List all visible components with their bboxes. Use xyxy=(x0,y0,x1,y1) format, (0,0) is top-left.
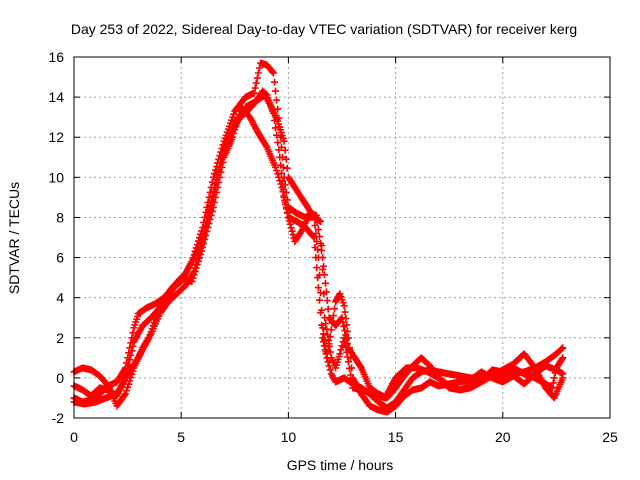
grid-lines xyxy=(74,57,610,418)
y-tick-label: 2 xyxy=(56,330,64,346)
x-tick-label: 0 xyxy=(70,429,78,445)
x-tick-label: 10 xyxy=(281,429,297,445)
y-tick-label: 0 xyxy=(56,370,64,386)
x-tick-label: 5 xyxy=(177,429,185,445)
y-tick-label: 4 xyxy=(56,290,64,306)
x-tick-label: 15 xyxy=(388,429,404,445)
plot-frame xyxy=(73,56,611,419)
y-tick-label: -2 xyxy=(52,410,65,426)
y-tick-label: 16 xyxy=(48,49,64,65)
y-axis-label: SDTVAR / TECUs xyxy=(6,182,22,294)
y-tick-label: 14 xyxy=(48,89,64,105)
y-tick-label: 12 xyxy=(48,129,64,145)
y-axis-ticks: -2 0 2 4 6 8 10 12 14 16 xyxy=(48,49,610,426)
x-tick-label: 20 xyxy=(495,429,511,445)
x-tick-label: 25 xyxy=(602,429,618,445)
x-axis-label: GPS time / hours xyxy=(287,457,394,473)
x-axis-ticks: 0 5 10 15 20 25 xyxy=(70,57,618,445)
chart-title: Day 253 of 2022, Sidereal Day-to-day VTE… xyxy=(71,21,577,37)
y-tick-label: 8 xyxy=(56,209,64,225)
y-tick-label: 6 xyxy=(56,250,64,266)
y-tick-label: 10 xyxy=(48,169,64,185)
